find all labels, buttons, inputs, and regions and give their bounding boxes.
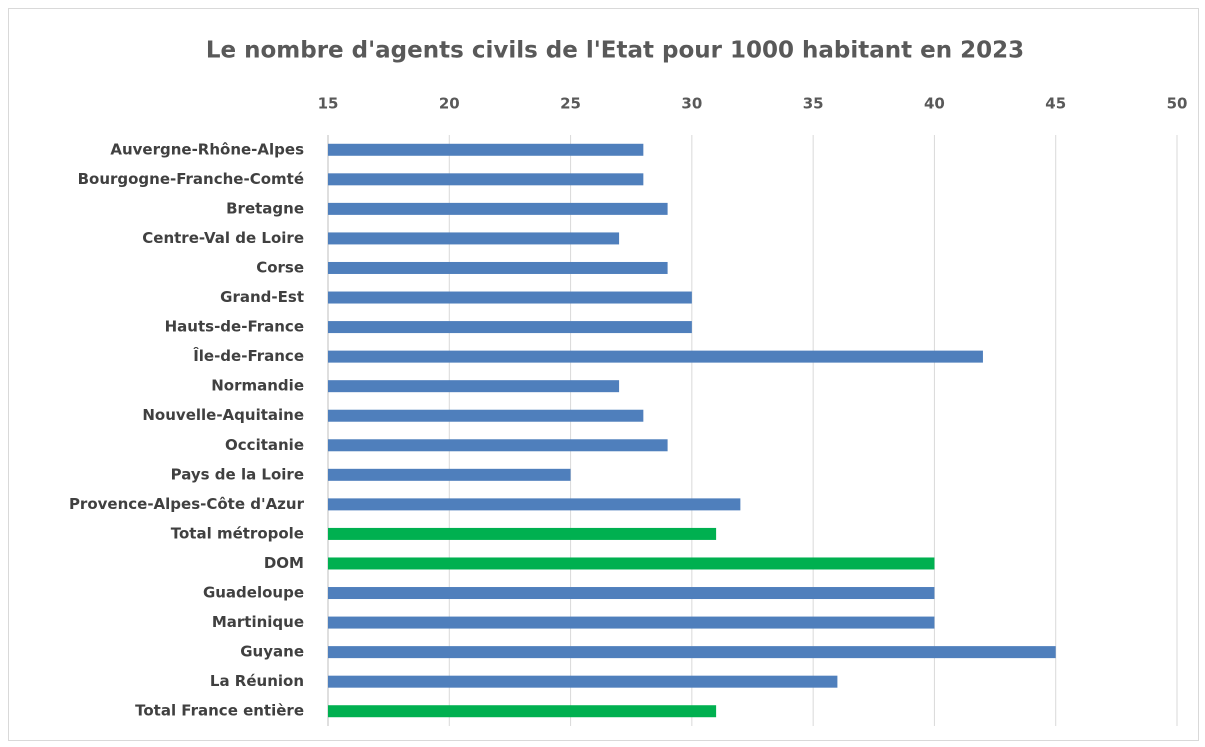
bar xyxy=(328,350,983,363)
chart-frame xyxy=(8,8,1199,741)
y-tick-label: Bretagne xyxy=(226,199,304,217)
y-tick-label: Total métropole xyxy=(171,524,304,542)
bar xyxy=(328,468,571,481)
x-tick-label: 20 xyxy=(439,95,460,113)
bar xyxy=(328,498,741,511)
y-tick-label: Guyane xyxy=(240,643,304,661)
x-tick-label: 15 xyxy=(318,95,339,113)
y-tick-label: Guadeloupe xyxy=(203,584,304,602)
bar xyxy=(328,587,935,600)
bar xyxy=(328,202,668,215)
y-tick-label: Normandie xyxy=(211,377,304,395)
x-tick-label: 30 xyxy=(681,95,702,113)
x-tick-label: 50 xyxy=(1167,95,1188,113)
bar xyxy=(328,675,838,688)
y-tick-label: Martinique xyxy=(212,613,304,631)
bar xyxy=(328,261,668,274)
bar xyxy=(328,409,644,422)
chart-title: Le nombre d'agents civils de l'Etat pour… xyxy=(206,38,1024,64)
y-tick-label: Corse xyxy=(256,258,304,276)
x-tick-label: 35 xyxy=(803,95,824,113)
bar xyxy=(328,321,692,334)
y-tick-label: Île-de-France xyxy=(193,346,304,365)
bar xyxy=(328,646,1056,659)
y-tick-label: Nouvelle-Aquitaine xyxy=(142,406,304,424)
bar xyxy=(328,143,644,156)
y-tick-label: Auvergne-Rhône-Alpes xyxy=(110,140,304,158)
bar xyxy=(328,380,620,393)
y-tick-label: Occitanie xyxy=(225,436,304,454)
bar xyxy=(328,232,620,245)
y-tick-label: Centre-Val de Loire xyxy=(142,229,304,247)
x-tick-label: 25 xyxy=(560,95,581,113)
y-tick-label: Provence-Alpes-Côte d'Azur xyxy=(69,495,305,513)
y-tick-label: Pays de la Loire xyxy=(171,465,304,483)
y-tick-label: Total France entière xyxy=(135,702,304,720)
bar xyxy=(328,173,644,186)
bar xyxy=(328,527,717,540)
bar xyxy=(328,705,717,718)
x-tick-label: 40 xyxy=(924,95,945,113)
x-tick-label: 45 xyxy=(1045,95,1066,113)
bar xyxy=(328,557,935,570)
bar xyxy=(328,291,692,304)
bar xyxy=(328,616,935,629)
y-tick-label: DOM xyxy=(264,554,304,572)
y-tick-label: Grand-Est xyxy=(220,288,304,306)
y-tick-label: Bourgogne-Franche-Comté xyxy=(78,170,304,188)
bar xyxy=(328,439,668,452)
y-tick-label: La Réunion xyxy=(210,672,304,690)
y-tick-label: Hauts-de-France xyxy=(165,318,304,336)
